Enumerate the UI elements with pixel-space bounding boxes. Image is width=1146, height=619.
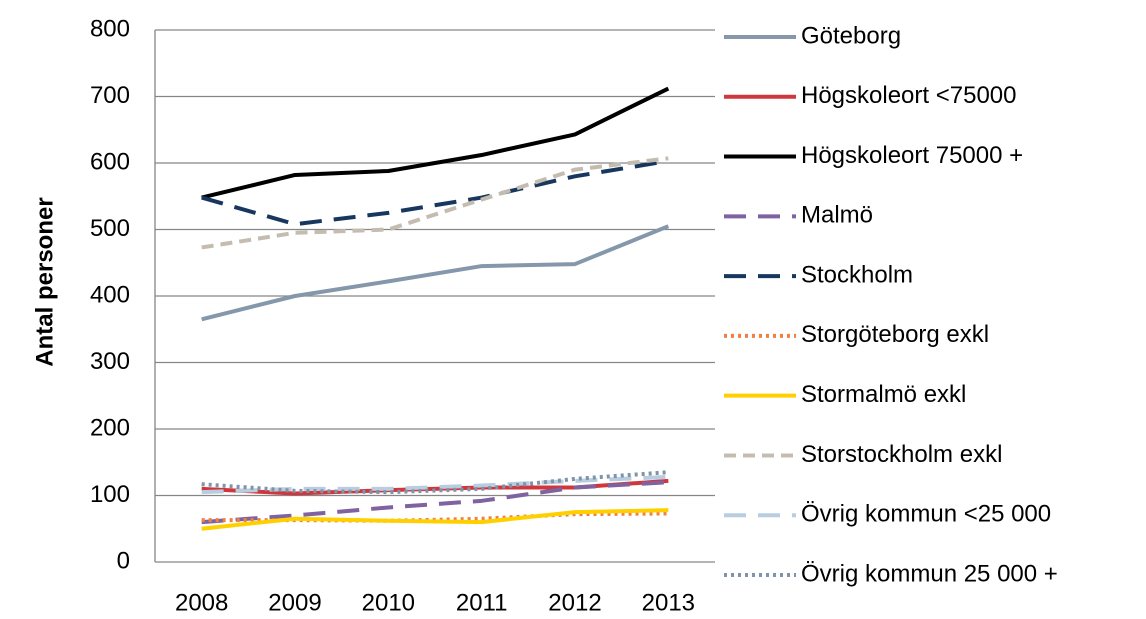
x-tick-label: 2010 xyxy=(362,589,415,616)
y-tick-label: 600 xyxy=(90,148,130,175)
legend-label: Övrig kommun <25 000 xyxy=(801,501,1051,528)
y-tick-label: 300 xyxy=(90,348,130,375)
x-tick-label: 2009 xyxy=(268,589,321,616)
series-line xyxy=(201,224,670,322)
y-tick-label: 200 xyxy=(90,414,130,441)
series-line xyxy=(201,159,669,227)
series-line xyxy=(201,470,669,495)
legend-label: Övrig kommun 25 000 + xyxy=(801,560,1058,587)
series-line xyxy=(201,508,669,531)
y-tick-label: 400 xyxy=(90,281,130,308)
legend-label: Göteborg xyxy=(801,22,901,49)
x-tick-label: 2011 xyxy=(456,589,508,616)
legend-label: Malmö xyxy=(801,202,873,229)
series-line xyxy=(201,156,669,250)
legend-label: Storgöteborg exkl xyxy=(801,321,989,348)
legend-label: Stockholm xyxy=(801,261,913,288)
x-tick-label: 2008 xyxy=(175,589,228,616)
legend-label: Stormalmö exkl xyxy=(801,381,966,408)
y-tick-label: 0 xyxy=(117,547,130,574)
y-tick-label: 500 xyxy=(90,215,130,242)
legend-label: Storstockholm exkl xyxy=(801,441,1002,468)
legend-label: Högskoleort 75000 + xyxy=(801,142,1023,169)
x-tick-label: 2013 xyxy=(642,589,695,616)
x-tick-label: 2012 xyxy=(548,589,601,616)
y-tick-label: 800 xyxy=(90,15,130,42)
legend-label: Högskoleort <75000 xyxy=(801,82,1016,109)
y-tick-label: 100 xyxy=(90,481,130,508)
series-line xyxy=(201,480,669,525)
y-axis-label: Antal personer xyxy=(31,197,58,366)
series-line xyxy=(201,86,670,200)
y-tick-label: 700 xyxy=(90,82,130,109)
